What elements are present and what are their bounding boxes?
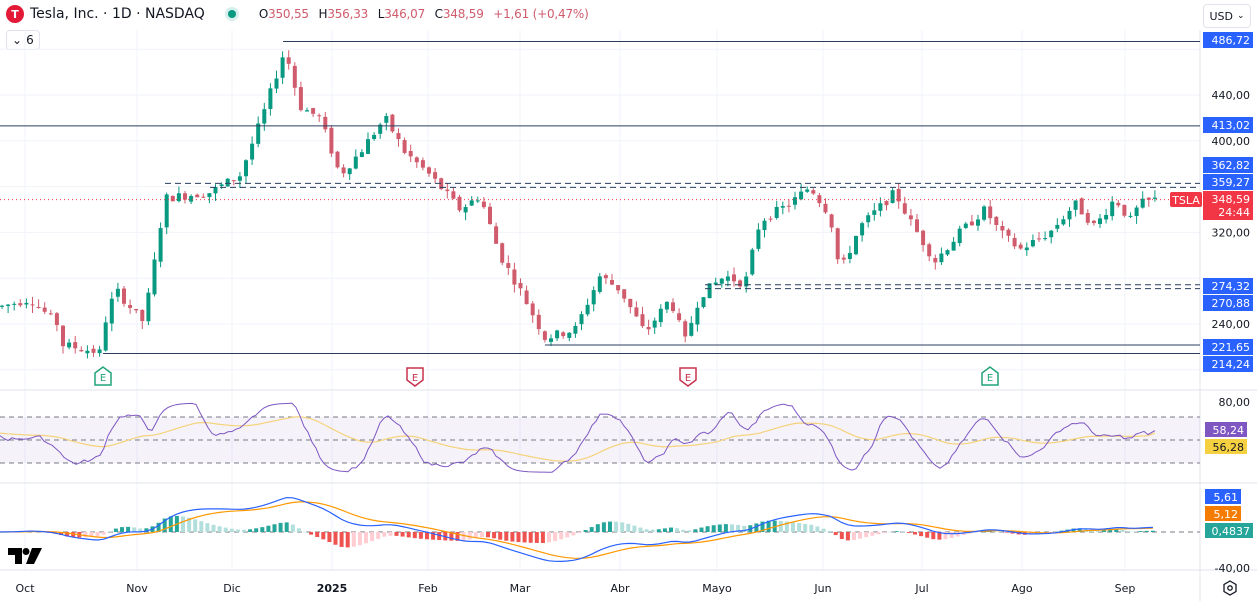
earnings-marker-icon[interactable]: E [94,366,112,386]
grid [0,30,1257,601]
svg-text:Ago: Ago [1011,582,1033,595]
svg-text:Sep: Sep [1115,582,1136,595]
svg-text:274,32: 274,32 [1212,280,1251,293]
change-value: +1,61 (+0,47%) [493,7,589,21]
level-lines [0,41,1200,354]
svg-text:320,00: 320,00 [1212,226,1251,239]
svg-text:Jul: Jul [914,582,928,595]
market-status-icon[interactable] [224,7,239,21]
tradingview-logo-icon[interactable] [8,545,42,569]
svg-text:E: E [100,373,106,384]
close-value: 348,59 [442,7,484,21]
currency-label: USD [1209,9,1233,23]
svg-text:58,24: 58,24 [1213,424,1245,437]
earnings-marker-icon[interactable]: E [679,367,697,387]
chevron-down-icon: ⌄ [12,33,23,47]
svg-text:Oct: Oct [15,582,35,595]
last-price-badge [1203,191,1253,220]
svg-text:Jun: Jun [813,582,831,595]
macd-pane: 5,61 5,12 0,4837 -40,00 [0,489,1253,575]
tesla-logo-icon: T [6,5,24,23]
svg-text:413,02: 413,02 [1212,119,1251,132]
chart-header: T Tesla, Inc. · 1D · NASDAQ O350,55 H356… [0,0,1200,28]
svg-text:TSLA: TSLA [1171,194,1200,207]
earnings-marker-icon[interactable]: E [406,367,424,387]
svg-text:Abr: Abr [610,582,630,595]
open-value: 350,55 [268,7,309,21]
svg-text:56,28: 56,28 [1213,441,1245,454]
ohlc-values: O350,55 H356,33 L346,07 C348,59 +1,61 (+… [258,7,589,21]
currency-select[interactable]: USD ⌄ [1203,4,1251,28]
svg-text:221,65: 221,65 [1212,341,1251,354]
svg-text:Mayo: Mayo [702,582,732,595]
svg-text:5,12: 5,12 [1214,508,1239,521]
svg-text:359,27: 359,27 [1212,176,1251,189]
svg-text:362,82: 362,82 [1212,159,1251,172]
svg-text:440,00: 440,00 [1212,89,1251,102]
svg-text:24:44: 24:44 [1218,206,1250,219]
high-value: 356,33 [327,7,369,21]
symbol-tag [1170,192,1202,207]
svg-text:E: E [412,373,418,384]
svg-text:Mar: Mar [510,582,531,595]
earnings-marker-icon[interactable]: E [981,366,999,386]
rsi-pane: 80,00 58,24 56,28 [0,396,1251,473]
time-axis: Oct Nov Dic 2025 Feb Mar Abr Mayo Jun Jul Ago Sep [15,582,1135,595]
indicator-count: 6 [26,33,34,47]
price-axis: 440,00 400,00 320,00 240,00 486,72 413,02 362,… [1170,32,1253,372]
svg-text:Nov: Nov [126,582,148,595]
chevron-down-icon: ⌄ [1236,11,1245,21]
candles [0,50,1157,359]
chart-settings-icon[interactable] [1222,580,1238,600]
svg-text:80,00: 80,00 [1219,396,1251,409]
svg-text:E: E [987,373,993,384]
low-value: 346,07 [384,7,426,21]
svg-text:0,4837: 0,4837 [1212,525,1251,538]
svg-text:270,88: 270,88 [1212,297,1251,310]
svg-text:400,00: 400,00 [1212,135,1251,148]
svg-text:240,00: 240,00 [1212,318,1251,331]
symbol-title[interactable]: Tesla, Inc. · 1D · NASDAQ [30,6,205,22]
svg-text:5,61: 5,61 [1214,491,1239,504]
svg-text:348,59: 348,59 [1212,193,1251,206]
svg-text:Dic: Dic [223,582,241,595]
svg-text:E: E [685,373,691,384]
svg-text:Feb: Feb [418,582,437,595]
svg-text:-40,00: -40,00 [1215,562,1250,575]
svg-text:2025: 2025 [317,582,348,595]
svg-text:214,24: 214,24 [1212,358,1251,371]
svg-text:486,72: 486,72 [1212,34,1251,47]
